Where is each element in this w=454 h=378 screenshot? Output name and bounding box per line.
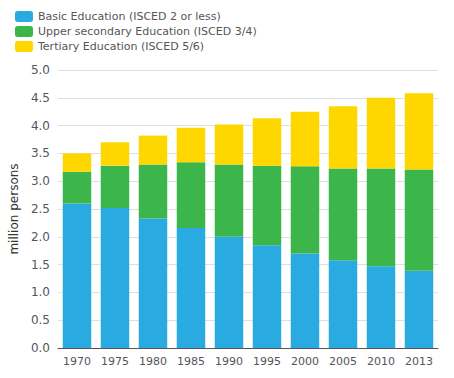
svg-text:3.0: 3.0 [31, 174, 50, 188]
svg-text:5.0: 5.0 [31, 63, 50, 77]
svg-text:Upper secondary Education (ISC: Upper secondary Education (ISCED 3/4) [38, 25, 257, 38]
svg-text:Basic Education (ISCED 2 or le: Basic Education (ISCED 2 or less) [38, 10, 221, 23]
svg-text:2.0: 2.0 [31, 230, 50, 244]
svg-text:0.5: 0.5 [31, 313, 50, 327]
svg-text:1970: 1970 [63, 355, 91, 368]
svg-text:1975: 1975 [101, 355, 129, 368]
svg-text:Tertiary Education (ISCED 5/6): Tertiary Education (ISCED 5/6) [37, 40, 204, 53]
svg-text:2000: 2000 [291, 355, 319, 368]
svg-text:2005: 2005 [329, 355, 357, 368]
svg-text:1985: 1985 [177, 355, 205, 368]
svg-text:0.0: 0.0 [31, 341, 50, 355]
svg-text:1.0: 1.0 [31, 285, 50, 299]
svg-text:2010: 2010 [367, 355, 395, 368]
svg-text:1995: 1995 [253, 355, 281, 368]
svg-text:1980: 1980 [139, 355, 167, 368]
svg-text:4.0: 4.0 [31, 119, 50, 133]
svg-text:1990: 1990 [215, 355, 243, 368]
svg-text:4.5: 4.5 [31, 91, 50, 105]
svg-text:2013: 2013 [405, 355, 433, 368]
svg-text:1.5: 1.5 [31, 258, 50, 272]
svg-text:3.5: 3.5 [31, 146, 50, 160]
svg-text:2.5: 2.5 [31, 202, 50, 216]
svg-text:million persons: million persons [7, 163, 21, 254]
